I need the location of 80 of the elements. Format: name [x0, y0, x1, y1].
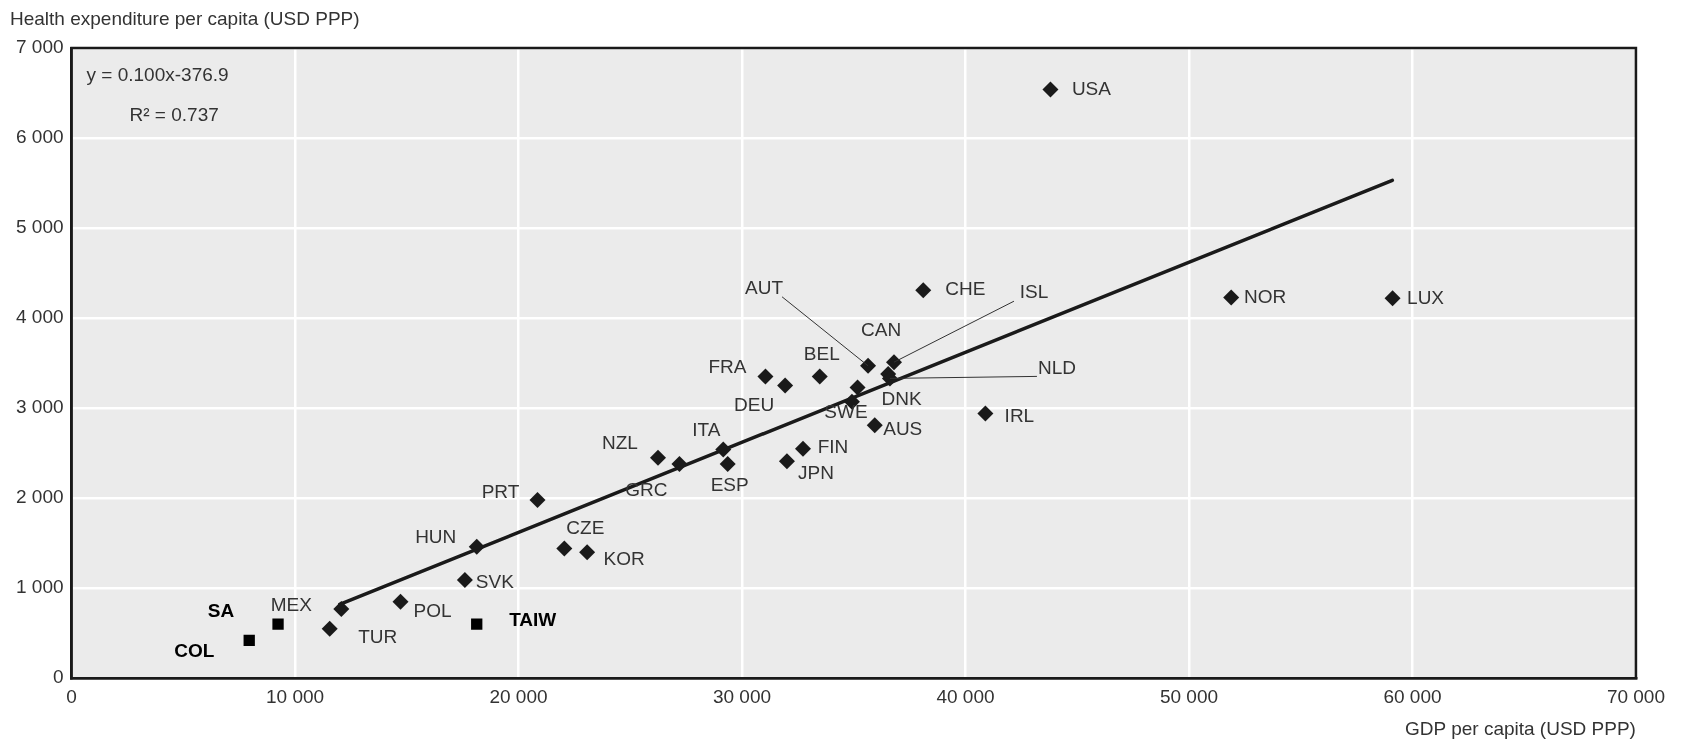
y-tick-label: 1 000 [16, 576, 64, 598]
annotation: FRA [708, 355, 747, 377]
point [456, 572, 473, 589]
y-tick-label: 3 000 [16, 396, 64, 418]
annotation: DEU [734, 393, 775, 415]
annotation: SVK [475, 571, 515, 593]
y-axis-title: Health expenditure per capita (USD PPP) [10, 7, 360, 29]
x-tick-label: 10 000 [265, 685, 325, 707]
annotation: USA [1071, 77, 1112, 99]
annotation: ITA [692, 418, 721, 440]
x-tick-label: 30 000 [712, 685, 772, 707]
annotation: SWE [824, 401, 868, 423]
annotation: IRL [1004, 404, 1035, 426]
x-tick-label: 70 000 [1606, 685, 1666, 707]
x-tick-label: 50 000 [1159, 685, 1219, 707]
point [977, 405, 994, 422]
annotation: ESP [710, 474, 749, 496]
y-tick-label: 5 000 [16, 216, 64, 238]
annotation: AUS [883, 418, 923, 440]
annotation: TAIW [509, 609, 557, 631]
x-tick-label: 60 000 [1383, 685, 1442, 707]
point [392, 593, 409, 610]
annotation: POL [413, 599, 452, 621]
point [1384, 290, 1401, 307]
annotation: MEX [270, 594, 313, 616]
point [649, 449, 666, 466]
point [915, 282, 932, 299]
point [1223, 289, 1240, 306]
point [719, 455, 736, 472]
annotation: AUT [745, 277, 784, 299]
point [321, 620, 338, 637]
y-tick-label: 4 000 [16, 306, 64, 328]
annotation: KOR [603, 548, 645, 570]
annotation: NLD [1037, 356, 1076, 378]
point [885, 354, 902, 371]
y-tick-label: 7 000 [16, 36, 64, 58]
point [529, 491, 546, 508]
annotation: TUR [358, 625, 398, 647]
annotation: ISL [1019, 281, 1049, 303]
point [671, 455, 688, 472]
point [795, 440, 812, 457]
point [715, 441, 732, 458]
point [849, 379, 866, 396]
point [778, 453, 795, 470]
point [468, 538, 485, 555]
annotation: DNK [881, 387, 922, 409]
annotation: R² = 0.737 [129, 104, 219, 126]
annotation: CZE [566, 516, 605, 538]
point [272, 618, 284, 630]
point [333, 600, 350, 617]
annotation: FIN [817, 435, 849, 457]
point [556, 540, 573, 557]
annotation: COL [174, 639, 215, 661]
point [579, 544, 596, 561]
point [866, 417, 883, 434]
y-tick-label: 6 000 [16, 126, 64, 148]
annotation: PRT [481, 481, 520, 503]
point [1042, 81, 1059, 98]
point [860, 357, 877, 374]
annotation: JPN [797, 462, 834, 484]
annotation: CAN [861, 319, 902, 341]
point [811, 368, 828, 385]
y-tick-label: 0 [52, 666, 64, 688]
annotation: LUX [1407, 286, 1445, 308]
annotation: y = 0.100x-376.9 [86, 64, 229, 86]
annotation: NZL [602, 431, 638, 453]
annotation: HUN [415, 525, 457, 547]
annotation: GRC [625, 479, 668, 501]
annotation: NOR [1244, 285, 1287, 307]
point [777, 377, 794, 394]
point [243, 634, 255, 647]
annotation: SA [207, 600, 235, 622]
annotation: CHE [945, 278, 986, 300]
annotation: BEL [803, 342, 840, 364]
x-axis-title: GDP per capita (USD PPP) [1405, 717, 1636, 739]
x-tick-label: 40 000 [936, 685, 995, 707]
y-tick-label: 2 000 [16, 486, 64, 508]
x-tick-label: 20 000 [489, 685, 548, 707]
point [471, 618, 483, 630]
point [757, 368, 774, 385]
